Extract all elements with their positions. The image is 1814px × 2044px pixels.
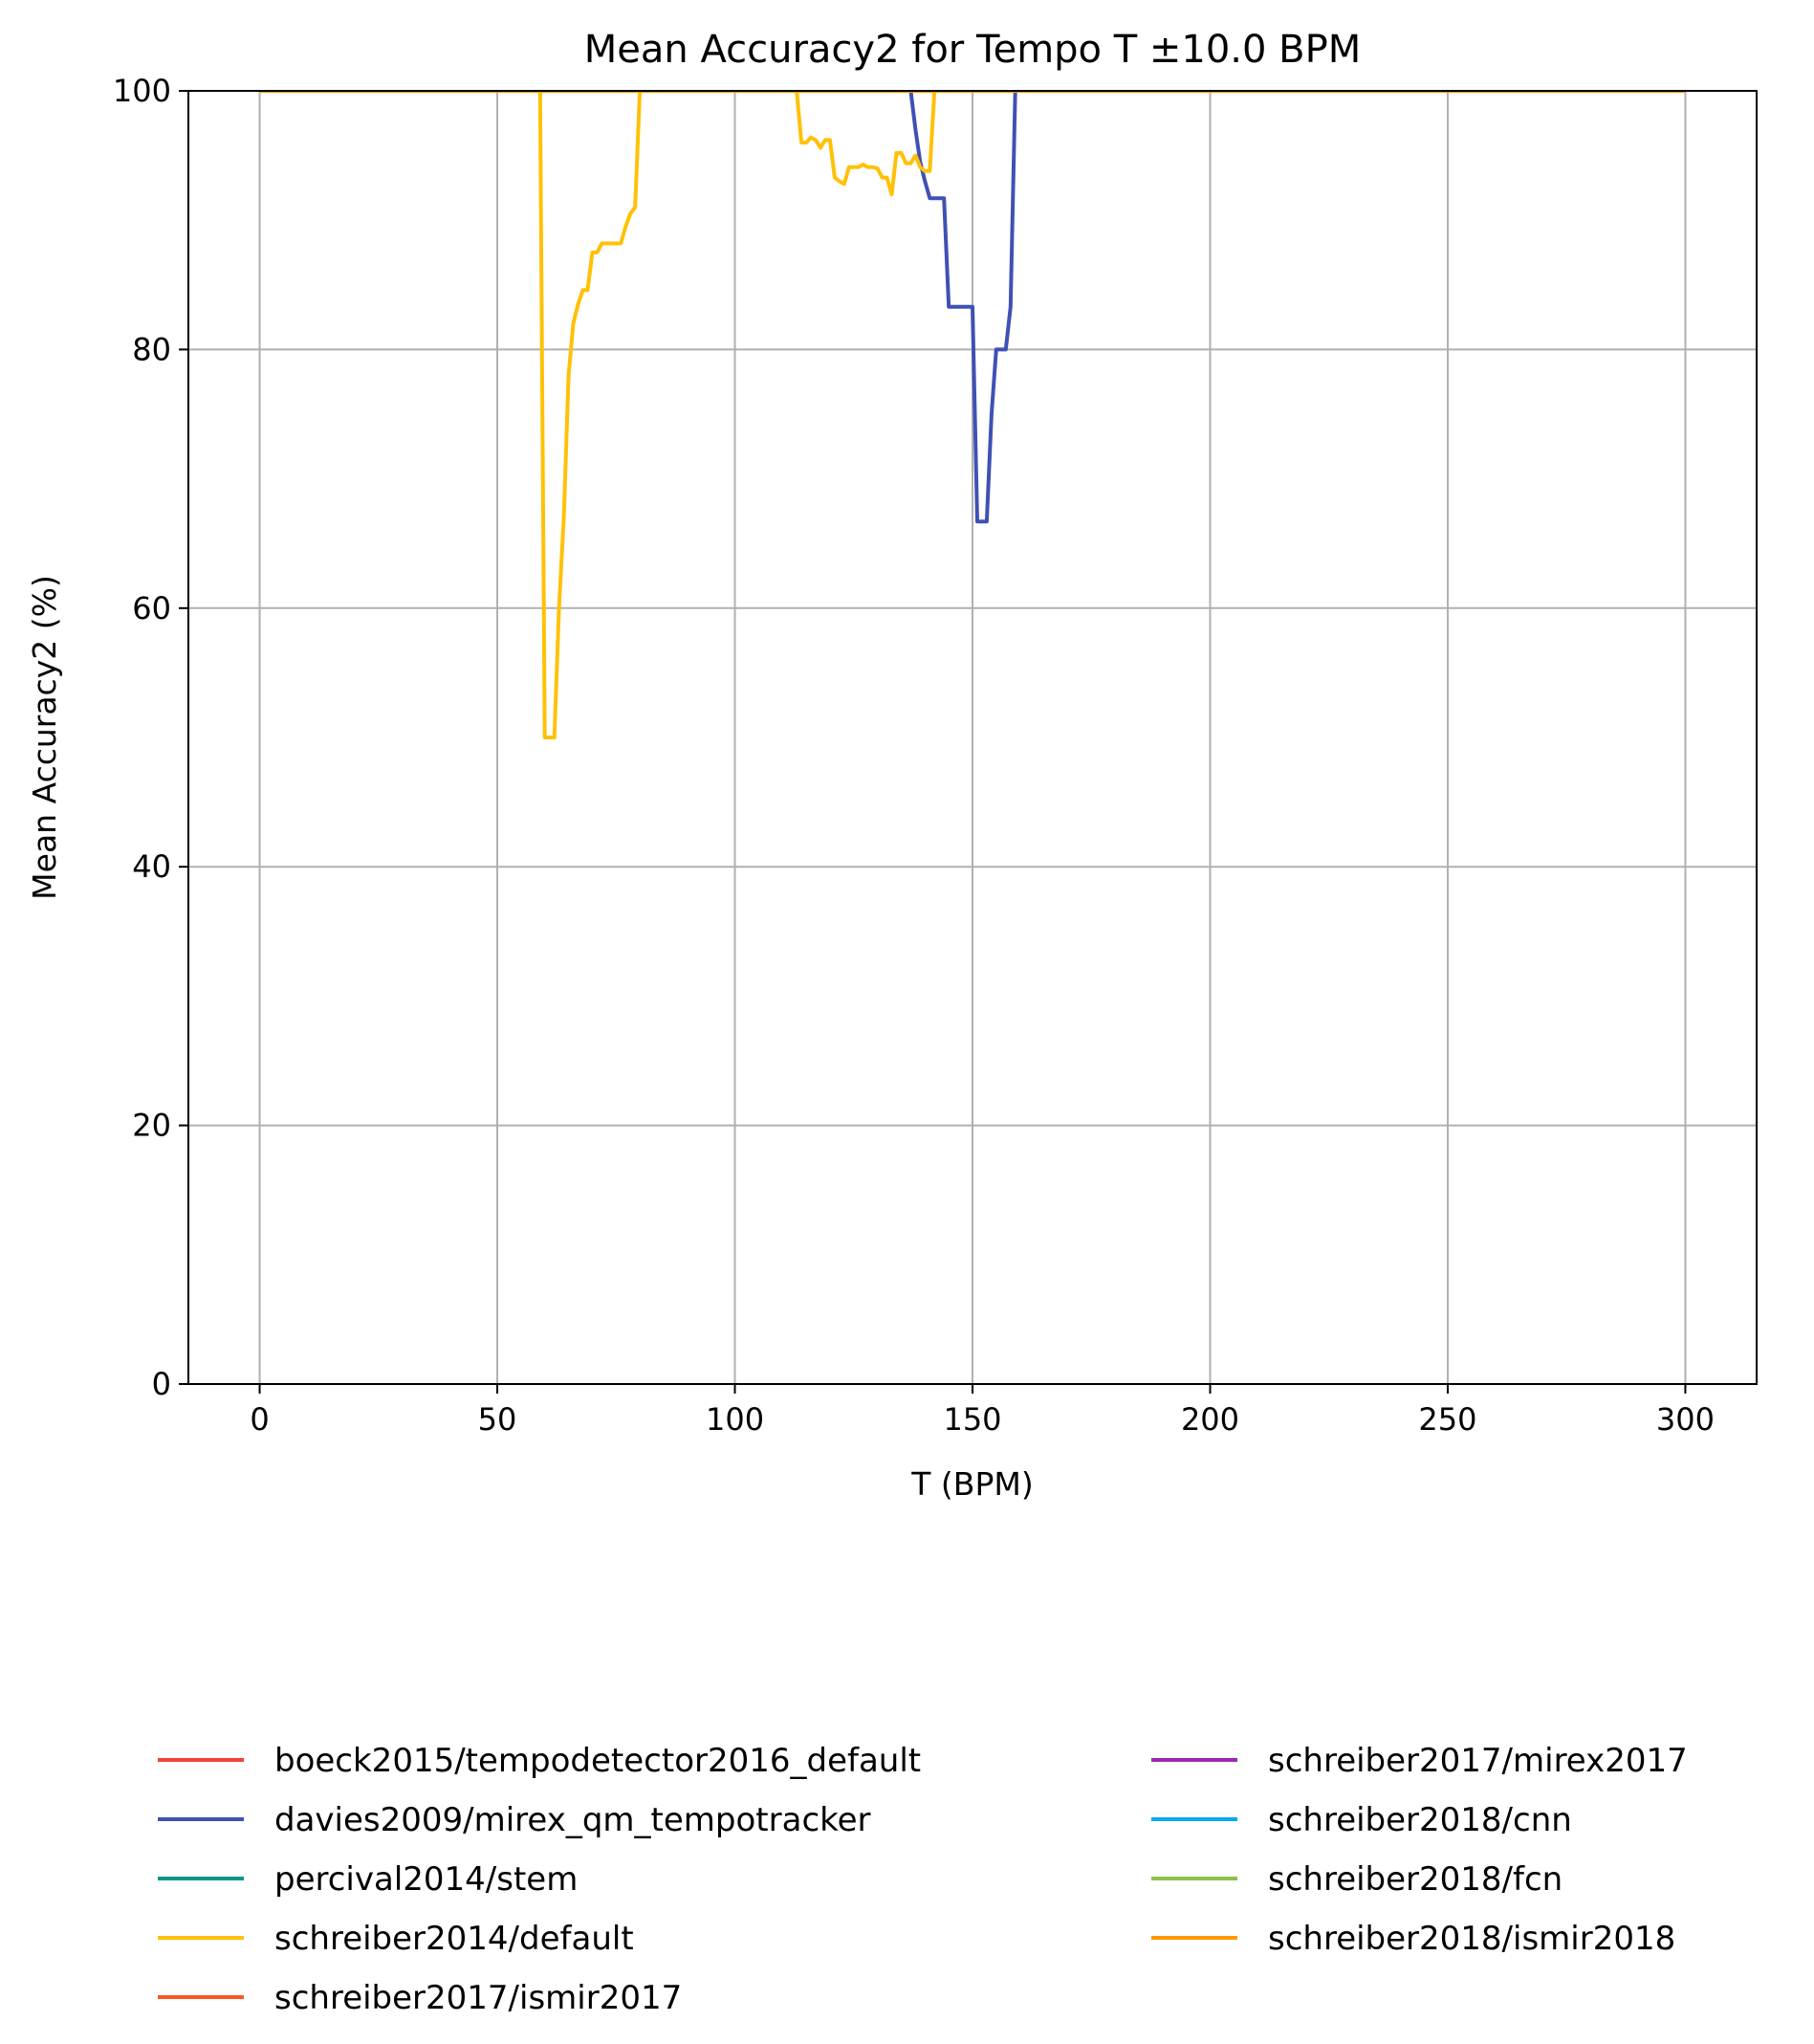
- x-tick-label: 250: [1418, 1401, 1476, 1438]
- y-axis-title: Mean Accuracy2 (%): [26, 575, 63, 900]
- series-line: [259, 91, 1686, 739]
- legend-label: davies2009/mirex_qm_tempotracker: [274, 1801, 871, 1839]
- legend-label: schreiber2017/ismir2017: [274, 1979, 682, 2017]
- series-lines: [259, 91, 1686, 739]
- legend: boeck2015/tempodetector2016_defaultdavie…: [158, 1742, 1688, 2017]
- x-tick-label: 0: [250, 1401, 269, 1438]
- legend-label: schreiber2018/fcn: [1268, 1860, 1563, 1899]
- x-axis-title: T (BPM): [910, 1465, 1033, 1503]
- x-tick-label: 300: [1656, 1401, 1715, 1438]
- chart-title: Mean Accuracy2 for Tempo T ±10.0 BPM: [584, 28, 1362, 72]
- x-axis: 0 50 100 150 200 250 300: [250, 1384, 1715, 1438]
- legend-label: schreiber2018/cnn: [1268, 1801, 1572, 1839]
- y-tick-label: 100: [113, 73, 171, 109]
- x-tick-label: 50: [478, 1401, 517, 1438]
- x-tick-label: 200: [1181, 1401, 1239, 1438]
- legend-label: schreiber2018/ismir2018: [1268, 1920, 1675, 1958]
- y-tick-label: 40: [132, 848, 171, 885]
- y-axis: 0 20 40 60 80 100: [113, 73, 188, 1402]
- legend-label: schreiber2014/default: [274, 1920, 634, 1958]
- y-tick-label: 0: [152, 1366, 171, 1402]
- legend-label: boeck2015/tempodetector2016_default: [274, 1742, 921, 1780]
- series-line: [259, 91, 1686, 524]
- legend-label: schreiber2017/mirex2017: [1268, 1742, 1688, 1780]
- legend-label: percival2014/stem: [274, 1860, 578, 1899]
- y-tick-label: 80: [132, 331, 171, 367]
- y-tick-label: 60: [132, 590, 171, 626]
- x-tick-label: 100: [706, 1401, 764, 1438]
- x-tick-label: 150: [943, 1401, 1001, 1438]
- y-tick-label: 20: [132, 1108, 171, 1144]
